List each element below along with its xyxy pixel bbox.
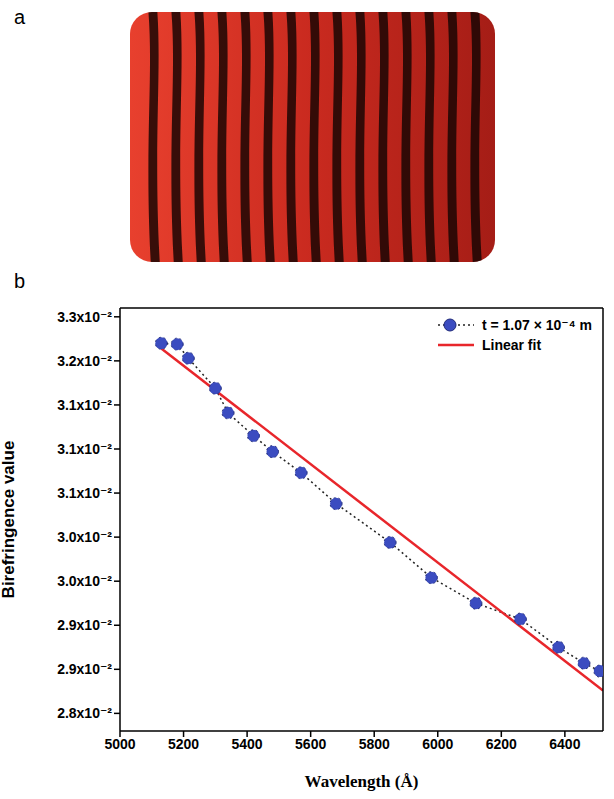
svg-text:2.9x10⁻²: 2.9x10⁻² (57, 661, 112, 677)
svg-text:6200: 6200 (486, 736, 517, 752)
svg-text:3.0x10⁻²: 3.0x10⁻² (57, 529, 112, 545)
svg-text:5800: 5800 (359, 736, 390, 752)
svg-text:3.0x10⁻²: 3.0x10⁻² (57, 573, 112, 589)
svg-text:6000: 6000 (422, 736, 453, 752)
svg-text:5600: 5600 (295, 736, 326, 752)
svg-text:3.1x10⁻²: 3.1x10⁻² (57, 397, 112, 413)
svg-text:3.3x10⁻²: 3.3x10⁻² (57, 309, 112, 325)
svg-text:3.2x10⁻²: 3.2x10⁻² (57, 353, 112, 369)
html-text:Linear fit: Linear fit (482, 337, 542, 353)
html-text:t = 1.07 × 10⁻⁴ m: t = 1.07 × 10⁻⁴ m (482, 317, 592, 333)
html-text:b: b (14, 270, 26, 292)
svg-text:Birefringence value: Birefringence value (0, 441, 18, 599)
svg-text:2.8x10⁻²: 2.8x10⁻² (57, 705, 112, 721)
svg-text:Wavelength (Å): Wavelength (Å) (305, 772, 419, 791)
svg-text:6400: 6400 (549, 736, 580, 752)
svg-text:5200: 5200 (168, 736, 199, 752)
svg-text:5000: 5000 (104, 736, 135, 752)
svg-text:3.1x10⁻²: 3.1x10⁻² (57, 485, 112, 501)
svg-text:2.9x10⁻²: 2.9x10⁻² (57, 617, 112, 633)
html-text:a: a (14, 6, 26, 28)
svg-text:5400: 5400 (232, 736, 263, 752)
svg-text:3.1x10⁻²: 3.1x10⁻² (57, 441, 112, 457)
